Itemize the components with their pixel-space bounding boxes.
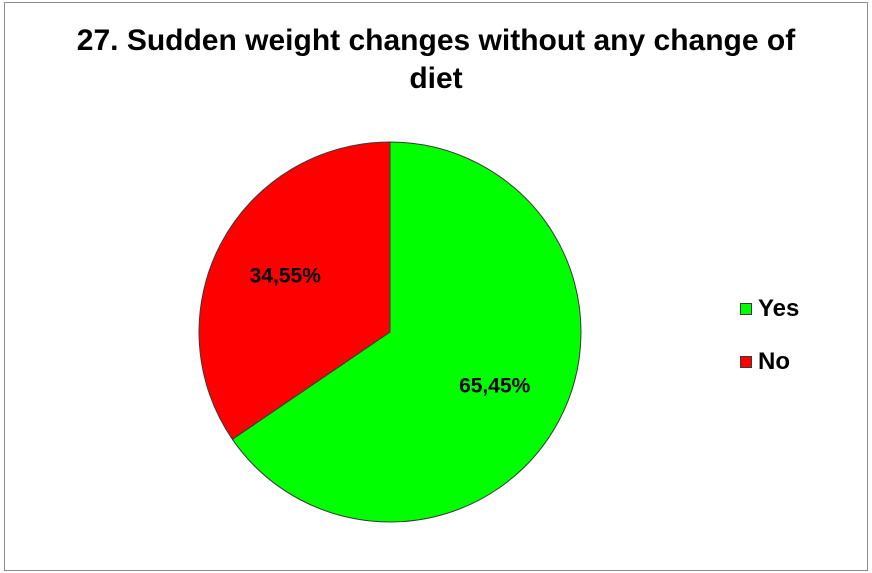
legend: Yes No	[740, 291, 799, 397]
pie-slice-no	[198, 141, 391, 440]
chart-title-line-1: 27. Sudden weight changes without any ch…	[76, 24, 796, 57]
chart-title: 27. Sudden weight changes without any ch…	[0, 22, 872, 98]
legend-label-yes: Yes	[758, 295, 800, 322]
pie-slice-yes	[231, 141, 582, 523]
legend-item-yes: Yes	[740, 291, 799, 327]
data-label-yes: 65,45%	[459, 375, 531, 398]
legend-swatch-no	[740, 356, 752, 368]
legend-swatch-yes	[740, 303, 752, 315]
legend-item-no: No	[740, 344, 799, 380]
data-label-no: 34,55%	[250, 265, 322, 288]
pie-data-labels: 65,45% 34,55%	[250, 265, 531, 398]
legend-label-no: No	[758, 348, 790, 375]
pie-slices	[198, 141, 582, 523]
chart-title-line-2: diet	[409, 62, 463, 95]
